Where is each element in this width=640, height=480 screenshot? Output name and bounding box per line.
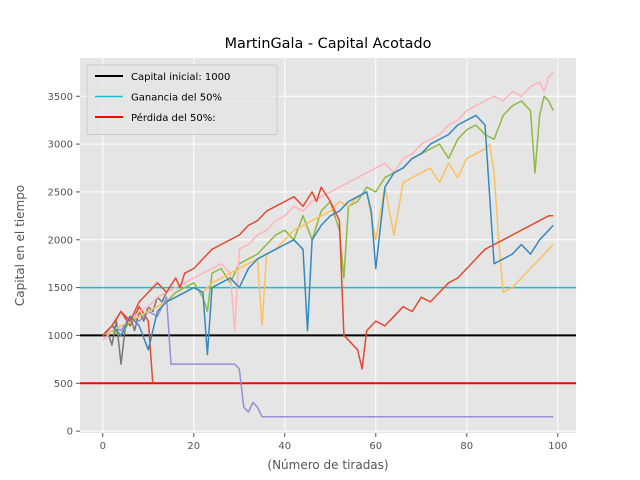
legend-label: Capital inicial: 1000 xyxy=(131,72,230,83)
legend: Capital inicial: 1000 Ganancia del 50% Pér… xyxy=(86,64,278,135)
legend-label: Ganancia del 50% xyxy=(131,93,222,104)
x-tick-label: 80 xyxy=(460,441,473,452)
series-line-2 xyxy=(102,296,554,418)
y-tick-label: 3000 xyxy=(48,140,73,151)
x-tick-label: 40 xyxy=(278,441,291,452)
x-tick-label: 0 xyxy=(100,441,106,452)
series-lines xyxy=(102,71,554,418)
chart-title: MartinGala - Capital Acotado xyxy=(225,36,432,52)
y-tick-label: 3500 xyxy=(48,92,73,103)
x-tick-label: 100 xyxy=(548,441,567,452)
x-tick-label: 60 xyxy=(369,441,382,452)
legend-label: Pérdida del 50%: xyxy=(131,112,216,124)
y-axis-title: Capital en el tiempo xyxy=(13,185,27,306)
y-tick-label: 500 xyxy=(54,379,73,390)
y-tick-label: 1500 xyxy=(48,283,73,294)
series-line-8 xyxy=(102,186,554,370)
x-axis-title: (Número de tiradas) xyxy=(267,458,388,472)
x-tick-label: 20 xyxy=(187,441,200,452)
y-tick-label: 0 xyxy=(67,427,73,438)
series-line-3 xyxy=(102,292,168,365)
y-tick-label: 2500 xyxy=(48,187,73,198)
y-tick-label: 1000 xyxy=(48,331,73,342)
legend-frame xyxy=(86,64,278,135)
series-line-7 xyxy=(102,114,554,356)
y-tick-label: 2000 xyxy=(48,235,73,246)
